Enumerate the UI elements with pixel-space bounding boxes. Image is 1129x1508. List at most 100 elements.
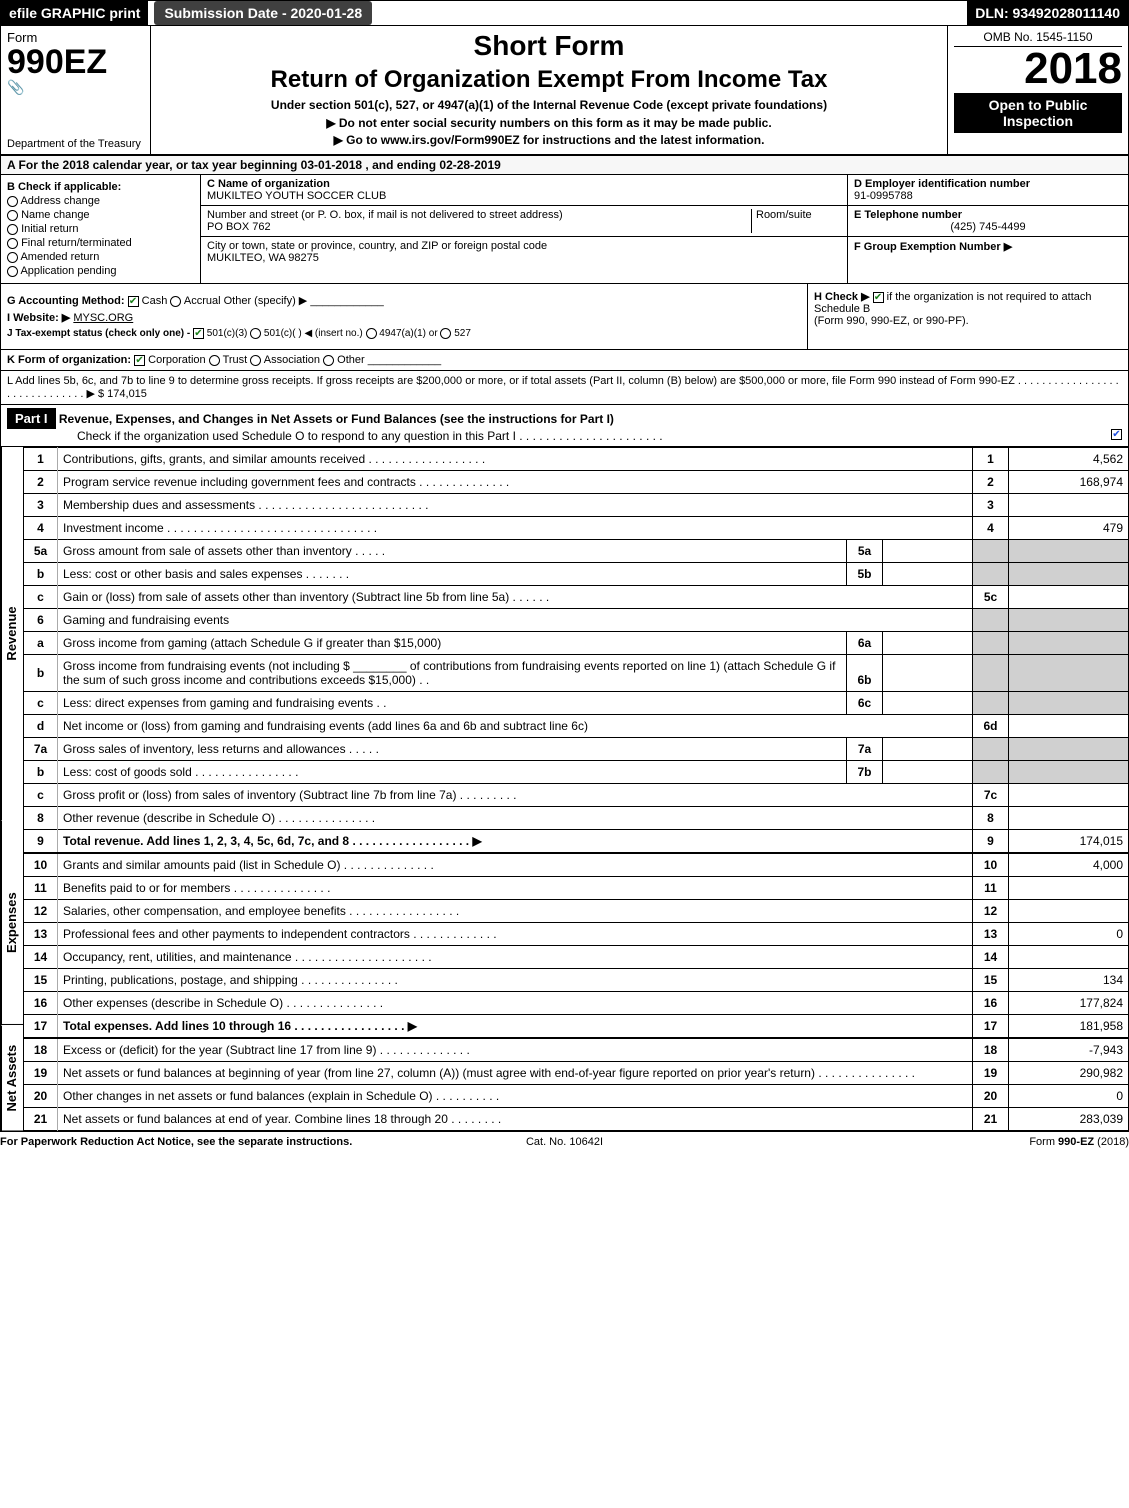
website-label: I Website: ▶ [7, 312, 70, 324]
527-radio[interactable] [440, 328, 451, 339]
address-change-radio[interactable] [7, 196, 18, 207]
line-7c-num: c [24, 784, 58, 807]
501c3-checkbox[interactable] [193, 328, 204, 339]
other-org-radio[interactable] [323, 355, 334, 366]
footer-right: Form 990-EZ (2018) [753, 1136, 1129, 1148]
part-i-body: Revenue Expenses Net Assets 1 Contributi… [0, 447, 1129, 1131]
name-change-radio[interactable] [7, 210, 18, 221]
h-checkbox[interactable] [873, 292, 884, 303]
line-1-box: 1 [973, 448, 1009, 471]
line-12-desc: Salaries, other compensation, and employ… [58, 900, 973, 923]
part-i-badge: Part I [7, 408, 56, 429]
line-6b-num: b [24, 655, 58, 692]
line-18-amt: -7,943 [1009, 1038, 1129, 1062]
line-8-amt [1009, 807, 1129, 830]
line-17-amt: 181,958 [1009, 1015, 1129, 1039]
line-12-amt [1009, 900, 1129, 923]
line-5b: b Less: cost or other basis and sales ex… [24, 563, 1129, 586]
line-5c-desc: Gain or (loss) from sale of assets other… [58, 586, 973, 609]
accrual-radio[interactable] [170, 296, 181, 307]
line-5a-mid: 5a [847, 540, 883, 563]
amended-return-radio[interactable] [7, 252, 18, 263]
line-20-num: 20 [24, 1085, 58, 1108]
line-9-box: 9 [973, 830, 1009, 854]
association-radio[interactable] [250, 355, 261, 366]
line-6a-midval [883, 632, 973, 655]
revenue-side-label: Revenue [1, 447, 23, 821]
form-990ez: 990EZ [7, 45, 144, 79]
schedule-o-checkbox[interactable] [1111, 429, 1122, 440]
line-10-num: 10 [24, 853, 58, 877]
addr-label: Number and street (or P. O. box, if mail… [207, 209, 563, 221]
other-method-label: Other (specify) ▶ [224, 295, 308, 307]
line-7c-amt [1009, 784, 1129, 807]
line-16-desc: Other expenses (describe in Schedule O) … [58, 992, 973, 1015]
right-header-cell: OMB No. 1545-1150 2018 Open to Public In… [948, 26, 1128, 154]
line-21-desc: Net assets or fund balances at end of ye… [58, 1108, 973, 1131]
line-12: 12 Salaries, other compensation, and emp… [24, 900, 1129, 923]
line-6c-amt [1009, 692, 1129, 715]
app-pending-radio[interactable] [7, 266, 18, 277]
tax-year: 2018 [954, 47, 1122, 91]
line-3-num: 3 [24, 494, 58, 517]
form-of-org-label: K Form of organization: [7, 354, 131, 366]
line-5b-amt [1009, 563, 1129, 586]
go-to-link[interactable]: ▶ Go to www.irs.gov/Form990EZ for instru… [159, 133, 939, 147]
line-8-box: 8 [973, 807, 1009, 830]
line-14-box: 14 [973, 946, 1009, 969]
527-label: 527 [454, 328, 471, 339]
phone-label: E Telephone number [854, 209, 962, 221]
form-header: Form 990EZ 📎 Department of the Treasury … [0, 26, 1129, 156]
trust-radio[interactable] [209, 355, 220, 366]
trust-label: Trust [223, 354, 248, 366]
line-1-amt: 4,562 [1009, 448, 1129, 471]
cash-checkbox[interactable] [128, 296, 139, 307]
line-13-box: 13 [973, 923, 1009, 946]
line-6-box [973, 609, 1009, 632]
line-16-amt: 177,824 [1009, 992, 1129, 1015]
return-title: Return of Organization Exempt From Incom… [159, 66, 939, 94]
line-17-desc: Total expenses. Add lines 10 through 16 … [58, 1015, 973, 1039]
part-i-header-row: Part I Revenue, Expenses, and Changes in… [0, 405, 1129, 447]
line-3-box: 3 [973, 494, 1009, 517]
under-section-text: Under section 501(c), 527, or 4947(a)(1)… [159, 98, 939, 112]
line-11: 11 Benefits paid to or for members . . .… [24, 877, 1129, 900]
line-6-num: 6 [24, 609, 58, 632]
line-17: 17 Total expenses. Add lines 10 through … [24, 1015, 1129, 1039]
line-4: 4 Investment income . . . . . . . . . . … [24, 517, 1129, 540]
section-b: B Check if applicable: Address change Na… [1, 175, 201, 283]
line-6a-amt [1009, 632, 1129, 655]
line-7a-amt [1009, 738, 1129, 761]
organization-name: MUKILTEO YOUTH SOCCER CLUB [207, 190, 386, 202]
line-17-num: 17 [24, 1015, 58, 1039]
gij-left: G Accounting Method: Cash Accrual Other … [1, 284, 808, 349]
line-2-num: 2 [24, 471, 58, 494]
line-11-num: 11 [24, 877, 58, 900]
line-6b-box [973, 655, 1009, 692]
line-18: 18 Excess or (deficit) for the year (Sub… [24, 1038, 1129, 1062]
4947-radio[interactable] [366, 328, 377, 339]
initial-return-radio[interactable] [7, 224, 18, 235]
h-check-label: H Check ▶ [814, 291, 870, 303]
line-15-amt: 134 [1009, 969, 1129, 992]
top-bar: efile GRAPHIC print Submission Date - 20… [0, 0, 1129, 26]
efile-print-button[interactable]: efile GRAPHIC print [1, 1, 148, 25]
period-prefix: A For the 2018 calendar year, or tax yea… [7, 158, 301, 172]
501c-radio[interactable] [250, 328, 261, 339]
other-org-label: Other [337, 354, 365, 366]
website-value[interactable]: MYSC.ORG [73, 312, 133, 324]
submission-date-badge: Submission Date - 2020-01-28 [154, 1, 372, 25]
line-21-num: 21 [24, 1108, 58, 1131]
final-return-radio[interactable] [7, 238, 18, 249]
501c-label: 501(c)( ) ◀ (insert no.) [264, 328, 363, 339]
line-7a: 7a Gross sales of inventory, less return… [24, 738, 1129, 761]
line-20-amt: 0 [1009, 1085, 1129, 1108]
right-info-column: D Employer identification number 91-0995… [848, 175, 1128, 283]
line-7b-midval [883, 761, 973, 784]
tax-period-row: A For the 2018 calendar year, or tax yea… [0, 156, 1129, 175]
line-10-box: 10 [973, 853, 1009, 877]
corporation-checkbox[interactable] [134, 355, 145, 366]
line-2-amt: 168,974 [1009, 471, 1129, 494]
accrual-label: Accrual [184, 295, 221, 307]
expenses-side-label: Expenses [1, 821, 23, 1025]
